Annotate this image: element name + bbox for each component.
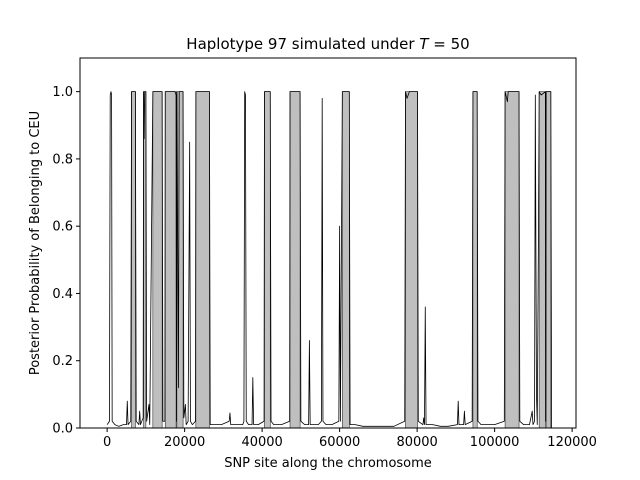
shaded-region [143,91,147,429]
x-tick-label: 80000 [396,435,437,450]
y-tick-label: 0.2 [52,354,73,369]
x-tick-label: 120000 [547,435,597,450]
y-tick-label: 0.0 [52,422,73,437]
x-tick-label: 40000 [241,435,282,450]
y-axis-label: Posterior Probability of Belonging to CE… [28,111,43,375]
shaded-region [164,91,177,429]
chart-title-prefix: Haplotype 97 simulated under [186,35,419,53]
plot-frame [79,57,577,429]
shaded-region [152,91,163,429]
shaded-region [195,91,210,429]
x-tick-label: 100000 [470,435,520,450]
y-tick-label: 0.4 [52,287,73,302]
curve-layer [106,91,553,429]
chart-title-suffix: = 50 [429,35,470,53]
shaded-region [342,91,350,429]
chart-title: Haplotype 97 simulated under T = 50 [186,35,469,53]
x-tick-label: 20000 [164,435,205,450]
y-tick-label: 0.6 [52,220,73,235]
y-tick-label: 0.8 [52,152,73,167]
shaded-region [131,91,136,429]
x-tick-label: 0 [103,435,111,450]
y-tick-label: 1.0 [52,85,73,100]
shaded-region [504,91,520,429]
x-axis: 0 20000 40000 60000 80000 100000 120000 [103,428,597,450]
y-axis: 0.0 0.2 0.4 0.6 0.8 1.0 [52,85,80,437]
shaded-region [545,91,552,429]
shaded-region [405,91,418,429]
x-axis-label: SNP site along the chromosome [224,456,432,471]
shaded-region [538,91,546,429]
shaded-region [264,91,271,429]
shaded-region [472,91,478,429]
x-tick-label: 60000 [319,435,360,450]
chart-title-variable: T [419,35,430,53]
shaded-region [289,91,301,429]
posterior-line [106,91,553,429]
